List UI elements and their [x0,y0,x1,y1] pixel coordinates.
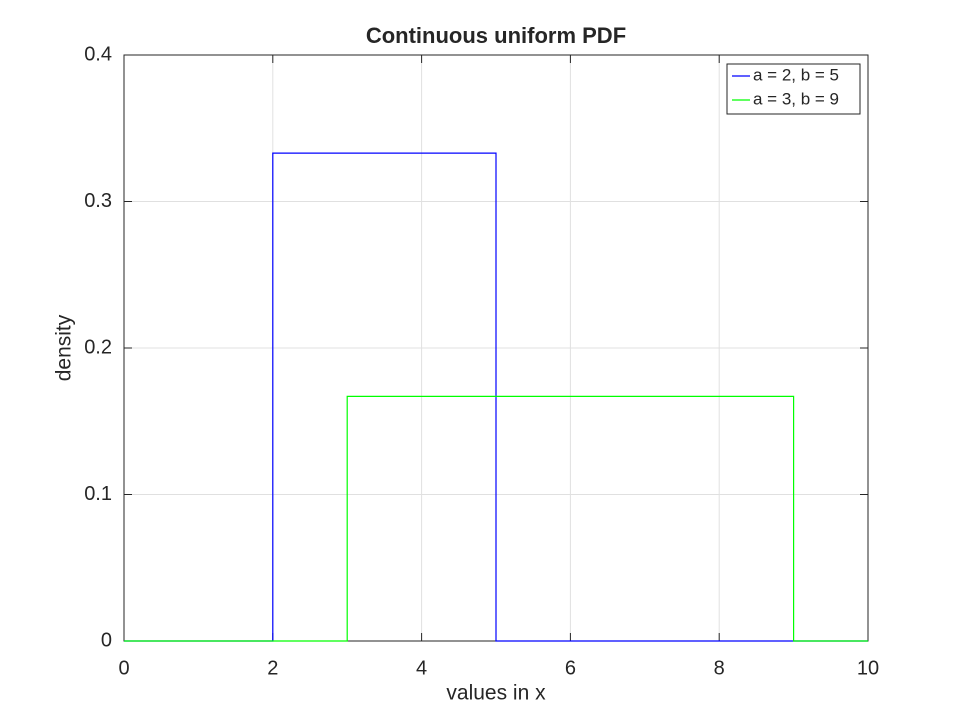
x-tick-label: 4 [416,657,427,679]
x-tick-label: 0 [118,657,129,679]
y-tick-label: 0.2 [84,336,112,358]
x-tick-label: 6 [565,657,576,679]
series-line [124,395,868,642]
x-tick-label: 10 [857,657,879,679]
y-axis-label: density [53,314,76,381]
legend-label: a = 3, b = 9 [753,89,839,108]
legend-label: a = 2, b = 5 [753,65,839,84]
legend: a = 2, b = 5 a = 3, b = 9 [726,63,861,115]
y-tick-label: 0.3 [84,190,112,212]
x-tick-label: 8 [714,657,725,679]
chart-title: Continuous uniform PDF [366,23,626,48]
x-tick-label: 2 [267,657,278,679]
legend-box [726,63,861,115]
x-axis-label: values in x [446,682,546,705]
y-tick-label: 0.4 [84,43,112,65]
y-tick-label: 0 [101,629,112,651]
y-tick-label: 0.1 [84,483,112,505]
